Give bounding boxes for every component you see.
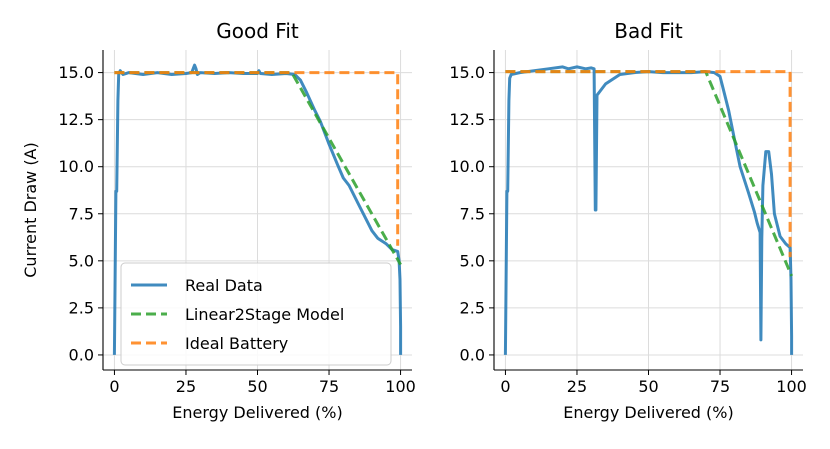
chart-title: Good Fit [216, 19, 299, 43]
series-line-real-data [503, 65, 794, 355]
series-line-linear2stage-model [114, 71, 402, 266]
chart-bad-fit: 0 25 50 75 100 0.0 2.5 5.0 7.5 10.0 12.5 15.0 Bad Fi… [449, 19, 806, 422]
x-axis-label: Energy Delivered (%) [172, 403, 342, 422]
y-tick-label: 10.0 [58, 157, 94, 176]
x-tick-label: 25 [176, 377, 196, 396]
y-tick-label: 12.5 [449, 110, 485, 129]
series-line-ideal-battery [505, 70, 792, 258]
x-tick-label: 75 [710, 377, 730, 396]
y-tick-label: 15.0 [449, 63, 485, 82]
x-tick-label: 50 [247, 377, 267, 396]
legend-label: Linear2Stage Model [185, 305, 344, 324]
x-axis-label: Energy Delivered (%) [563, 403, 733, 422]
y-tick-label: 5.0 [460, 251, 485, 270]
x-tick-label: 75 [319, 377, 339, 396]
x-tick-label: 0 [109, 377, 119, 396]
legend-box [120, 262, 392, 366]
y-tick-label: 7.5 [69, 204, 94, 223]
y-tick-label: 2.5 [69, 298, 94, 317]
x-tick-label: 0 [500, 377, 510, 396]
chart-title: Bad Fit [614, 19, 683, 43]
x-tick-label: 100 [385, 377, 416, 396]
legend: Real Data Linear2Stage Model Ideal Battery [120, 262, 392, 366]
y-tick-label: 0.0 [460, 345, 485, 364]
y-tick-label: 5.0 [69, 251, 94, 270]
x-tick-label: 50 [638, 377, 658, 396]
y-tick-label: 7.5 [460, 204, 485, 223]
legend-label: Ideal Battery [185, 334, 288, 353]
x-tick-label: 25 [567, 377, 587, 396]
series-line-ideal-battery [114, 71, 400, 246]
x-tick-label: 100 [776, 377, 807, 396]
chart-good-fit: 0 25 50 75 100 0.0 2.5 5.0 7.5 10.0 12.5 15.0 Good F… [21, 19, 416, 422]
legend-label: Real Data [185, 276, 263, 295]
y-tick-label: 10.0 [449, 157, 485, 176]
y-tick-label: 12.5 [58, 110, 94, 129]
y-tick-label: 2.5 [460, 298, 485, 317]
y-tick-label: 15.0 [58, 63, 94, 82]
y-axis-label: Current Draw (A) [21, 142, 40, 277]
y-tick-label: 0.0 [69, 345, 94, 364]
